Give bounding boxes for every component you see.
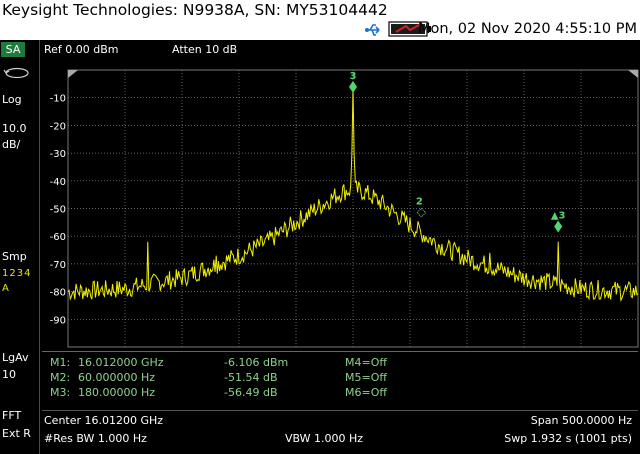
scale-value: 10.0 [2,122,27,135]
y-tick-label: -50 [50,205,66,216]
y-tick-label: -20 [50,121,66,132]
marker-value: -6.106 dBm [224,356,289,369]
battery-icon [388,21,431,37]
marker-row[interactable]: M1: 16.012000 GHz -6.106 dBm M4=Off [42,356,638,370]
marker-status: M6=Off [345,386,387,399]
detector-mode: Smp [2,250,27,263]
resolution-bandwidth[interactable]: #Res BW 1.000 Hz [44,432,147,445]
marker-name: M1: [50,356,71,369]
sweep-mode-icon [3,67,29,79]
trace-state: A [2,283,9,294]
y-tick-label: -10 [50,94,66,105]
y-tick-label: -60 [50,232,66,243]
video-bandwidth[interactable]: VBW 1.000 Hz [285,432,364,445]
y-axis-ticks: -10 -20 -30 -40 -50 -60 -70 -80 -90 [50,94,66,327]
bottom-divider [42,410,638,411]
marker-row[interactable]: M2: 60.000000 Hz -51.54 dB M5=Off [42,371,638,385]
marker-frequency: 60.000000 Hz [78,371,156,384]
title-bar: Keysight Technologies: N9938A, SN: MY531… [0,0,640,40]
scale-type: Log [2,93,22,106]
y-tick-label: -30 [50,149,66,160]
left-corner-mark [68,70,78,78]
marker-frequency: 180.00000 Hz [78,386,156,399]
date-time: Mon, 02 Nov 2020 4:55:10 PM [417,21,637,37]
trigger-source: Ext R [2,427,31,440]
scale-unit: dB/ [2,138,21,151]
plot-grid [68,70,638,347]
marker-label: ▲3 [551,211,566,222]
marker-row[interactable]: M3: 180.00000 Hz -56.49 dB M6=Off [42,386,638,400]
marker-label: 3 [350,71,357,82]
left-sidebar: SA Log 10.0 dB/ Smp 1234 A LgAv 10 FFT E… [0,40,40,454]
marker-name: M2: [50,371,71,384]
span[interactable]: Span 500.0000 Hz [530,414,632,427]
marker-table: M1: 16.012000 GHz -6.106 dBm M4=Off M2: 60.00… [42,351,638,404]
marker-label: 2 [416,197,423,208]
marker-value: -51.54 dB [224,371,278,384]
average-count: 10 [2,368,16,381]
y-tick-label: -90 [50,315,66,326]
right-corner-mark [628,70,638,78]
marker-value: -56.49 dB [224,386,278,399]
sweep-time[interactable]: Swp 1.932 s (1001 pts) [504,432,632,445]
marker-name: M3: [50,386,71,399]
marker-diamond[interactable] [349,80,357,93]
marker-status: M5=Off [345,371,387,384]
usb-icon [365,24,380,36]
attenuation: Atten 10 dB [172,43,238,56]
marker-frequency: 16.012000 GHz [78,356,164,369]
instrument-title: Keysight Technologies: N9938A, SN: MY531… [2,1,388,19]
marker-diamond[interactable] [554,220,563,233]
y-tick-label: -40 [50,177,66,188]
average-type: LgAv [2,351,29,364]
marker-status: M4=Off [345,356,387,369]
center-frequency[interactable]: Center 16.01200 GHz [44,414,164,427]
trace-numbers: 1234 [2,268,32,279]
mode-badge[interactable]: SA [1,42,25,57]
y-tick-label: -70 [50,260,66,271]
fft-indicator: FFT [2,409,22,422]
y-tick-label: -80 [50,288,66,299]
reference-level: Ref 0.00 dBm [44,43,119,56]
